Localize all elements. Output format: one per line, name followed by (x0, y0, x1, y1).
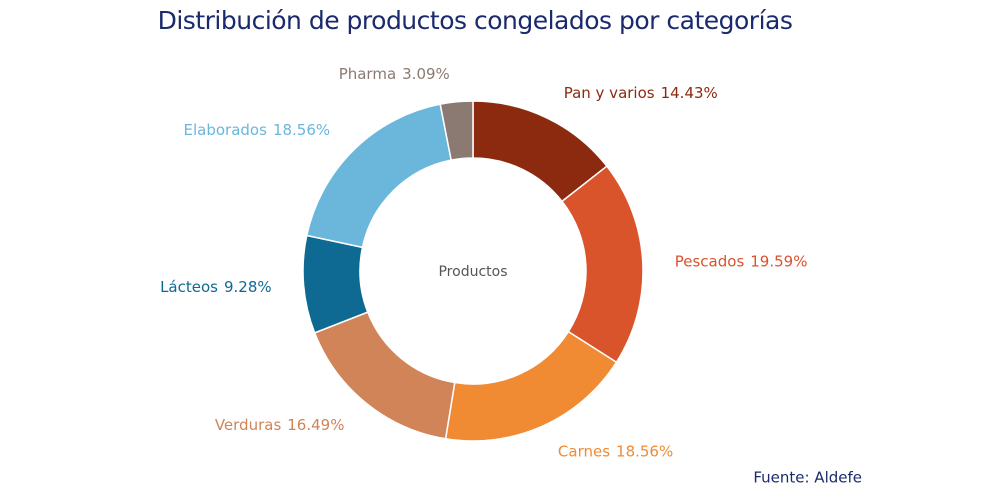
category-name: Pharma (339, 64, 396, 82)
category-name: Elaborados (184, 120, 268, 138)
slice (444, 330, 618, 442)
value-label: 16.49% (287, 415, 344, 433)
center-label: Productos (438, 264, 507, 280)
value-label: 9.28% (224, 278, 272, 296)
value-label: 19.59% (750, 252, 807, 270)
slice-label: Pan y varios 14.43% (564, 83, 718, 101)
value-label: 3.09% (402, 64, 450, 82)
chart-title: Distribución de productos congelados por… (158, 6, 793, 35)
slice-label: Pharma 3.09% (339, 64, 450, 82)
value-label: 18.56% (273, 120, 330, 138)
slice-label: Verduras 16.49% (215, 415, 345, 433)
slice-label: Pescados 19.59% (675, 252, 808, 270)
category-name: Carnes (558, 442, 610, 460)
slice (439, 100, 474, 162)
slice-label: Carnes 18.56% (558, 442, 673, 460)
category-name: Lácteos (160, 278, 218, 296)
value-label: 18.56% (616, 442, 673, 460)
slice-label: Elaborados 18.56% (184, 120, 331, 138)
category-name: Pan y varios (564, 83, 655, 101)
slice-label: Lácteos 9.28% (160, 278, 272, 296)
category-name: Pescados (675, 252, 745, 270)
category-name: Verduras (215, 415, 282, 433)
slice (560, 165, 644, 364)
value-label: 14.43% (661, 83, 718, 101)
source: Fuente: Aldefe (753, 469, 862, 487)
